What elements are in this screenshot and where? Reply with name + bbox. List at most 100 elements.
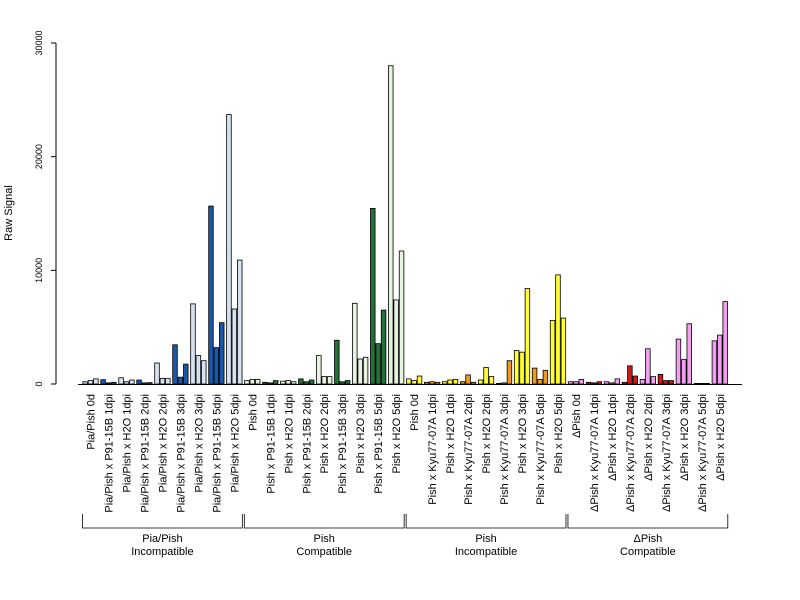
bar — [213, 347, 220, 385]
bar — [290, 381, 297, 385]
bar — [326, 376, 333, 385]
bar — [506, 360, 513, 385]
y-tick-label: 0 — [34, 381, 44, 386]
bar — [334, 339, 340, 385]
group-label-line2: Compatible — [620, 546, 676, 558]
bar — [537, 379, 543, 385]
bar — [280, 380, 286, 385]
group-label-line2: Compatible — [296, 546, 352, 558]
bar — [424, 381, 430, 385]
x-tick-label: Pia/Pish x P91-15B 3dpi — [175, 394, 187, 513]
x-tick-label: Pish x H2O 3dpi — [355, 394, 367, 473]
bar — [681, 359, 687, 385]
x-tick-label: ΔPish x H2O 1dpi — [607, 394, 619, 481]
bar — [262, 381, 268, 385]
bar — [352, 302, 358, 385]
bar — [226, 114, 232, 385]
bar — [483, 367, 489, 385]
bar — [159, 377, 166, 385]
bar — [657, 373, 664, 385]
bar — [375, 343, 381, 385]
bar — [585, 381, 592, 385]
bar — [406, 378, 412, 385]
bar — [195, 355, 202, 385]
x-tick-label: Pish x H2O 1dpi — [283, 394, 295, 473]
bar — [639, 379, 646, 385]
x-tick-label: Pish x H2O 3dpi — [517, 394, 529, 473]
x-tick-label: ΔPish x H2O 3dpi — [679, 394, 691, 481]
x-tick-label: Pish 0d — [247, 394, 259, 431]
bar — [316, 355, 322, 385]
bar — [111, 381, 117, 385]
x-tick-label: ΔPish x Kyu77-07A 2dpi — [625, 394, 637, 512]
bar — [123, 381, 130, 385]
bar-series — [82, 65, 728, 385]
x-tick-label: Pish x H2O 2dpi — [481, 394, 493, 473]
x-tick-label: ΔPish x Kyu77-07A 5dpi — [697, 394, 709, 512]
bar — [308, 379, 315, 385]
bar — [118, 377, 124, 385]
bar — [555, 274, 561, 385]
bar — [255, 379, 261, 385]
x-tick-label: Pish x P91-15B 5dpi — [373, 394, 385, 494]
bar — [370, 207, 376, 385]
bar — [190, 303, 196, 385]
bar — [470, 381, 477, 385]
bar — [172, 344, 178, 385]
y-axis-label: Raw Signal — [3, 185, 15, 241]
bar — [362, 356, 369, 385]
bar — [303, 381, 309, 385]
x-tick-label: Pish x H2O 2dpi — [319, 394, 331, 473]
group-label-line1: Pish — [475, 533, 496, 545]
y-tick-label: 20000 — [34, 144, 44, 169]
group-label-line1: ΔPish — [634, 533, 663, 545]
group-bracket — [405, 514, 567, 529]
bar — [87, 380, 94, 385]
bar — [722, 301, 728, 385]
bar — [201, 360, 207, 385]
bar — [285, 380, 291, 385]
bar — [663, 380, 669, 385]
group-label-line2: Incompatible — [455, 546, 517, 558]
x-tick-label: Pish 0d — [409, 394, 421, 431]
x-tick-label: Pia/Pish 0d — [86, 394, 98, 450]
bar — [416, 375, 423, 385]
bar — [524, 288, 531, 385]
bar — [321, 376, 327, 385]
bar — [183, 363, 189, 385]
bar — [591, 382, 597, 385]
bar — [465, 374, 471, 385]
bar — [136, 379, 142, 385]
bar — [141, 382, 148, 385]
bar — [621, 381, 628, 385]
x-tick-label: Pia/Pish x P91-15B 5dpi — [211, 394, 223, 513]
group-label-line1: Pia/Pish — [142, 533, 182, 545]
bar — [105, 382, 112, 385]
bar — [632, 375, 638, 385]
bar — [208, 205, 214, 385]
x-tick-label: Pish x P91-15B 1dpi — [265, 394, 277, 494]
bar — [267, 382, 273, 385]
bar — [675, 338, 682, 385]
x-tick-label: Pish x H2O 1dpi — [445, 394, 457, 473]
bar — [578, 379, 585, 385]
bar — [567, 381, 574, 385]
bar — [219, 322, 225, 385]
bar — [447, 379, 453, 385]
bar — [344, 380, 351, 385]
bar — [298, 378, 304, 385]
bar — [393, 299, 399, 385]
group-bracket — [243, 514, 405, 529]
x-tick-label: Pish x H2O 5dpi — [553, 394, 565, 473]
x-tick-label: Pish x Kyu77-07A 1dpi — [427, 394, 439, 505]
x-tick-label: Pish x Kyu77-07A 3dpi — [499, 394, 511, 505]
bar — [100, 379, 106, 385]
x-tick-label: Pia/Pish x H2O 5dpi — [229, 394, 241, 492]
x-tick-label: Pia/Pish x P91-15B 1dpi — [103, 394, 115, 513]
group-brackets: Pia/PishIncompatiblePishCompatiblePishIn… — [82, 514, 729, 558]
bar — [177, 376, 184, 385]
bar — [488, 376, 495, 385]
bar — [249, 379, 256, 385]
x-tick-label: Pia/Pish x H2O 3dpi — [193, 394, 205, 492]
